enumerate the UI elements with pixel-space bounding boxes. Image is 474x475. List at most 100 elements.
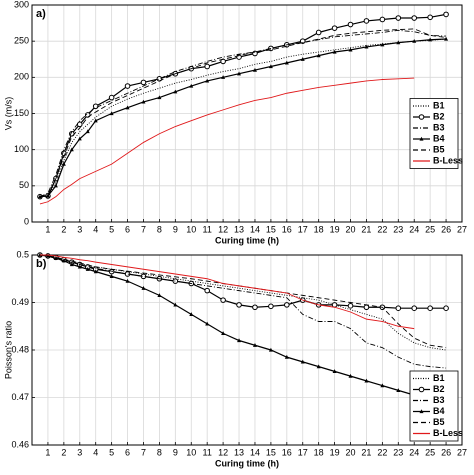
legend-label: B1 — [433, 373, 445, 383]
y-tick-label: 50 — [19, 180, 29, 190]
point-marker — [396, 40, 401, 45]
y-tick-label: 0.46 — [11, 439, 29, 449]
point-marker — [125, 278, 130, 283]
point-marker — [331, 302, 338, 308]
x-tick-label: 11 — [203, 224, 212, 234]
point-marker — [348, 373, 353, 378]
point-marker — [347, 303, 354, 309]
point-marker — [109, 274, 114, 278]
point-marker — [268, 64, 273, 69]
x-tick-label: 4 — [93, 224, 98, 234]
x-tick-label: 7 — [141, 224, 146, 234]
y-tick-label: 0 — [24, 216, 29, 226]
y-tick-label: 250 — [14, 36, 29, 46]
y-tick-label: 0.5 — [16, 249, 29, 259]
legend-label: B5 — [433, 144, 445, 154]
x-tick-label: 16 — [282, 224, 292, 234]
point-marker — [363, 18, 370, 24]
point-marker — [205, 78, 210, 83]
x-tick-label: 13 — [234, 447, 244, 457]
point-marker — [428, 37, 433, 42]
point-marker — [316, 364, 321, 369]
legend-label: B4 — [433, 406, 445, 416]
x-tick-label: 10 — [186, 447, 196, 457]
legend-box — [409, 98, 459, 169]
x-tick-label: 3 — [77, 447, 82, 457]
point-marker — [45, 253, 50, 258]
x-tick-label: 18 — [314, 224, 324, 234]
legend-label: B3 — [433, 395, 445, 405]
point-marker — [157, 293, 162, 297]
x-tick-label: 11 — [203, 447, 212, 457]
point-marker — [173, 302, 178, 307]
legend-label: B3 — [433, 122, 445, 132]
x-tick-label: 22 — [377, 447, 387, 457]
point-marker — [348, 47, 353, 52]
point-marker — [85, 129, 90, 134]
x-tick-label: 12 — [218, 224, 228, 234]
point-marker — [140, 79, 147, 86]
point-marker — [61, 258, 66, 263]
point-marker — [300, 57, 305, 61]
x-tick-label: 5 — [109, 447, 114, 457]
x-tick-label: 3 — [77, 224, 82, 234]
point-marker — [237, 71, 242, 76]
y-tick-label: 0.49 — [11, 297, 29, 307]
point-marker — [189, 312, 194, 316]
x-tick-label: 17 — [298, 447, 308, 457]
point-marker — [141, 99, 146, 104]
point-marker — [427, 14, 433, 21]
point-marker — [125, 105, 130, 110]
x-tick-label: 15 — [266, 447, 276, 457]
x-axis-label: Curing time (h) — [215, 458, 279, 468]
legend-label: B-Less — [433, 428, 463, 438]
x-tick-label: 16 — [282, 447, 292, 457]
legend-label: B2 — [433, 384, 445, 394]
point-marker — [77, 136, 82, 141]
point-marker — [395, 15, 402, 21]
point-marker — [252, 343, 257, 347]
y-tick-label: 150 — [14, 108, 29, 118]
point-marker — [61, 150, 67, 157]
x-tick-label: 15 — [266, 224, 276, 234]
point-marker — [284, 60, 289, 65]
point-marker — [443, 305, 449, 312]
point-marker — [237, 338, 242, 343]
point-marker — [141, 286, 146, 290]
point-marker — [45, 193, 50, 198]
x-tick-label: 25 — [425, 224, 435, 234]
point-marker — [221, 75, 226, 79]
x-tick-label: 1 — [45, 447, 50, 457]
x-axis-label: Curing time (h) — [215, 235, 279, 245]
legend-label: B1 — [433, 100, 445, 110]
x-tick-label: 1 — [45, 224, 50, 234]
plot-frame — [31, 4, 463, 223]
point-marker — [124, 83, 131, 89]
x-tick-label: 13 — [234, 224, 244, 234]
point-marker — [93, 269, 98, 274]
x-tick-label: 26 — [441, 224, 451, 234]
point-marker — [53, 183, 58, 188]
legend-box — [409, 370, 459, 442]
legend-label: B2 — [433, 111, 445, 121]
y-tick-label: 0.48 — [11, 344, 29, 354]
point-marker — [364, 378, 369, 383]
point-marker — [93, 118, 98, 123]
series-line — [39, 38, 447, 198]
point-marker — [412, 38, 417, 43]
point-marker — [268, 347, 273, 352]
point-marker — [236, 302, 242, 308]
point-marker — [53, 256, 58, 260]
series-line — [39, 254, 447, 351]
legend-marker — [419, 409, 424, 414]
point-marker — [315, 29, 322, 36]
x-tick-label: 17 — [298, 224, 308, 234]
point-marker — [221, 331, 226, 335]
legend-label: B4 — [433, 133, 445, 143]
x-tick-label: 18 — [314, 447, 324, 457]
x-tick-label: 19 — [330, 447, 340, 457]
x-tick-label: 20 — [346, 224, 356, 234]
x-tick-label: 27 — [457, 447, 467, 457]
x-tick-label: 22 — [377, 224, 387, 234]
